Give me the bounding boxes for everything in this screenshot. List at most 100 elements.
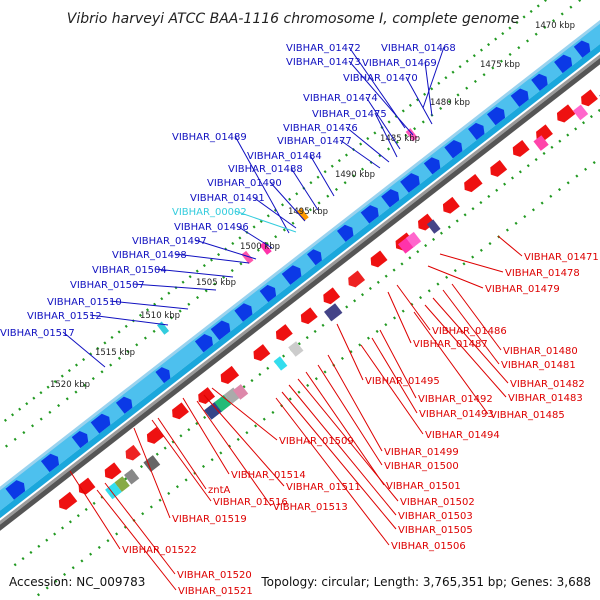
label-vibhar-01492: VIBHAR_01492 — [418, 394, 493, 405]
reverse-cds-17 — [442, 196, 460, 214]
connector-znta — [157, 417, 207, 490]
forward-cds-13 — [336, 224, 354, 242]
backbone-ring-light — [0, 54, 600, 525]
outer-marker-2 — [259, 241, 272, 255]
connector-vibhar-01520 — [104, 482, 176, 575]
label-vibhar-01468: VIBHAR_01468 — [381, 43, 456, 54]
kbp-ticks: 1470 kbp 1475 kbp 1480 kbp 1485 kbp 1490 kbp… — [50, 21, 575, 390]
reverse-cds-4 — [125, 444, 141, 461]
feature-block-4 — [143, 455, 161, 472]
reverse-cds-9 — [253, 344, 271, 362]
forward-cds-17 — [423, 157, 441, 175]
kbp-tick-1505-kbp: 1505 kbp — [196, 278, 236, 288]
connector-vibhar-01513 — [196, 400, 272, 507]
forward-cds-23 — [554, 54, 573, 74]
connector-vibhar-01473 — [348, 60, 414, 136]
connector-vibhar-01470 — [405, 76, 433, 125]
connector-vibhar-01522 — [69, 470, 121, 550]
kbp-tick-1520-kbp: 1520 kbp — [50, 380, 90, 390]
kbp-tick-1490-kbp: 1490 kbp — [335, 170, 375, 180]
connector-vibhar-01521 — [96, 489, 177, 591]
connector-vibhar-00002 — [234, 210, 297, 233]
label-vibhar-01497: VIBHAR_01497 — [132, 236, 207, 247]
forward-cds-4 — [90, 413, 111, 434]
label-vibhar-01480: VIBHAR_01480 — [503, 346, 578, 357]
label-vibhar-01498: VIBHAR_01498 — [112, 250, 187, 261]
label-connectors — [62, 46, 523, 591]
label-vibhar-01507: VIBHAR_01507 — [70, 280, 145, 291]
reverse-cds-18 — [464, 174, 483, 193]
connector-vibhar-01471 — [497, 235, 523, 257]
connector-vibhar-01494 — [360, 344, 424, 435]
kbp-tick-1495-kbp: 1495 kbp — [288, 207, 328, 217]
label-vibhar-01486: VIBHAR_01486 — [432, 326, 507, 337]
map-title: Vibrio harveyi ATCC BAA-1116 chromosome … — [67, 11, 519, 27]
gene-features — [5, 40, 600, 510]
forward-cds-6 — [155, 367, 171, 384]
forward-cds-18 — [444, 140, 463, 159]
reverse-cds-1 — [58, 491, 78, 510]
forward-cds-14 — [360, 205, 379, 224]
connector-vibhar-01485 — [413, 311, 489, 415]
label-vibhar-01502: VIBHAR_01502 — [400, 497, 475, 508]
connector-vibhar-01493 — [371, 337, 418, 414]
label-vibhar-01473: VIBHAR_01473 — [286, 57, 361, 68]
label-vibhar-01490: VIBHAR_01490 — [207, 178, 282, 189]
kbp-tick-1485-kbp: 1485 kbp — [380, 134, 420, 144]
connector-vibhar-01506 — [275, 397, 390, 546]
forward-cds-21 — [510, 88, 529, 107]
label-vibhar-01477: VIBHAR_01477 — [277, 136, 352, 147]
label-vibhar-01499: VIBHAR_01499 — [384, 447, 459, 458]
connector-vibhar-01469 — [424, 61, 433, 117]
connector-vibhar-01514 — [182, 397, 230, 475]
reverse-cds-3 — [104, 462, 122, 480]
reverse-cds-13 — [348, 270, 366, 288]
forward-cds-2 — [40, 453, 60, 473]
label-vibhar-01485: VIBHAR_01485 — [490, 410, 565, 421]
feature-block-9 — [288, 341, 304, 357]
forward-cds-15 — [381, 189, 400, 208]
label-vibhar-01519: VIBHAR_01519 — [172, 514, 247, 525]
label-vibhar-01509: VIBHAR_01509 — [279, 436, 354, 447]
connector-vibhar-01517 — [62, 331, 106, 368]
reverse-cds-8 — [220, 365, 240, 384]
reverse-cds-23 — [581, 89, 598, 107]
label-vibhar-01476: VIBHAR_01476 — [283, 123, 358, 134]
connector-vibhar-01511 — [203, 394, 285, 487]
gene-labels: VIBHAR_01472 VIBHAR_01473 VIBHAR_01474 VIBH… — [0, 43, 599, 597]
connector-vibhar-01480 — [451, 283, 502, 351]
connector-vibhar-01495 — [336, 323, 364, 381]
connector-vibhar-01476 — [345, 126, 390, 163]
outer-marker-5 — [405, 128, 418, 142]
connector-vibhar-01497 — [194, 239, 257, 260]
label-vibhar-00002: VIBHAR_00002 — [172, 207, 247, 218]
connector-vibhar-01483 — [424, 304, 507, 398]
feature-block-15 — [533, 135, 549, 151]
forward-cds-19 — [468, 122, 485, 141]
reverse-cds-20 — [512, 140, 530, 157]
connector-vibhar-01505 — [281, 391, 397, 530]
forward-cds-22 — [531, 73, 548, 91]
connector-vibhar-01501 — [305, 371, 385, 486]
connector-vibhar-01484 — [309, 154, 335, 197]
feature-block-16 — [572, 104, 589, 121]
label-vibhar-01506: VIBHAR_01506 — [391, 541, 466, 552]
label-vibhar-01484: VIBHAR_01484 — [247, 151, 322, 162]
kbp-tick-1510-kbp: 1510 kbp — [140, 311, 180, 321]
label-vibhar-01471: VIBHAR_01471 — [524, 252, 599, 263]
kbp-tick-1480-kbp: 1480 kbp — [430, 98, 470, 108]
label-vibhar-01517: VIBHAR_01517 — [0, 328, 75, 339]
label-vibhar-01469: VIBHAR_01469 — [362, 58, 437, 69]
connector-vibhar-01479 — [427, 265, 484, 289]
forward-cds-7 — [194, 334, 213, 353]
connector-vibhar-01487 — [387, 291, 412, 344]
forward-cds-16 — [400, 173, 420, 193]
forward-cds-11 — [281, 265, 302, 285]
kbp-tick-1470-kbp: 1470 kbp — [535, 21, 575, 31]
connector-vibhar-01475 — [374, 112, 398, 158]
label-vibhar-01489: VIBHAR_01489 — [172, 132, 247, 143]
connector-vibhar-01482 — [432, 297, 509, 384]
label-vibhar-01511: VIBHAR_01511 — [286, 482, 361, 493]
outer-marker-1 — [241, 250, 254, 265]
